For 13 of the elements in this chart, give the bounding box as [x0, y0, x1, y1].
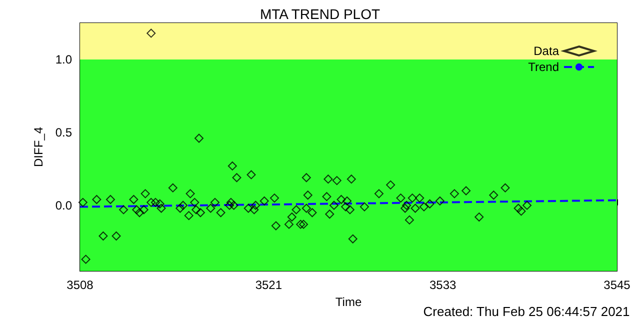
- legend-label: Trend: [528, 60, 559, 74]
- x-tick-label: 3508: [66, 278, 94, 292]
- x-axis-title: Time: [335, 294, 362, 309]
- x-tick-label: 3545: [604, 278, 631, 292]
- x-tick-label: 3533: [429, 278, 457, 292]
- chart-title: MTA TREND PLOT: [260, 6, 380, 22]
- legend-label: Data: [534, 44, 560, 58]
- y-axis-title: DIFF_4: [31, 126, 46, 168]
- y-tick-label: 0.5: [55, 125, 72, 140]
- y-tick-label: 0.0: [55, 198, 72, 212]
- x-tick-label: 3521: [255, 278, 282, 292]
- y-tick-label: 1.0: [55, 52, 72, 66]
- text: Created: Thu Feb 25 06:44:57 2021: [423, 304, 630, 319]
